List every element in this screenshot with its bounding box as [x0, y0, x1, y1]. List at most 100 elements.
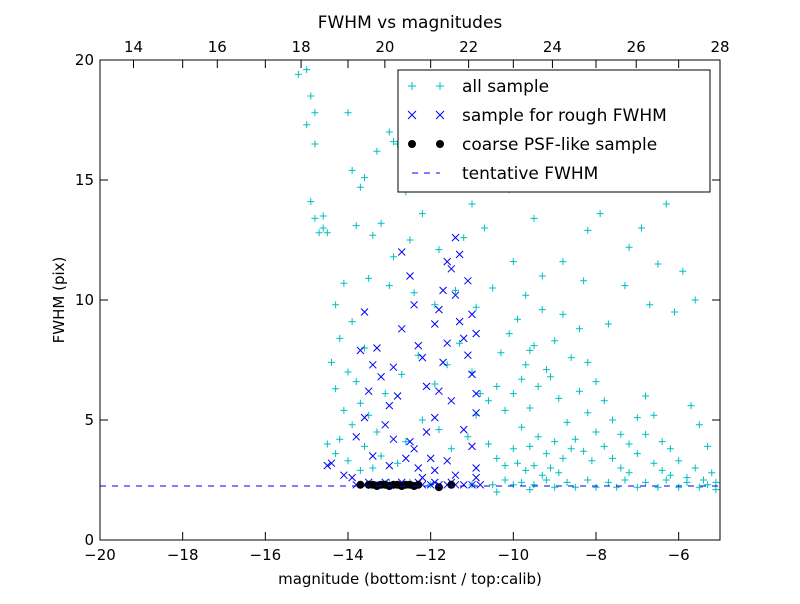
- all-sample-point: [489, 284, 497, 292]
- rough-fwhm-point: [381, 420, 390, 429]
- all-sample-point: [307, 198, 315, 206]
- all-sample-point: [633, 414, 641, 422]
- all-sample-point: [377, 219, 385, 227]
- all-sample-point: [501, 462, 509, 470]
- all-sample-point: [509, 445, 517, 453]
- all-sample-point: [394, 459, 402, 467]
- all-sample-point: [609, 454, 617, 462]
- all-sample-point: [596, 210, 604, 218]
- all-sample-point: [493, 382, 501, 390]
- rough-fwhm-point: [447, 264, 456, 273]
- all-sample-point: [332, 450, 340, 458]
- all-sample-point: [522, 291, 530, 299]
- y-tick-label: 5: [84, 411, 94, 429]
- all-sample-point: [683, 478, 691, 486]
- all-sample-point: [712, 486, 720, 494]
- all-sample-point: [584, 226, 592, 234]
- all-sample-point: [563, 418, 571, 426]
- all-sample-point: [530, 214, 538, 222]
- all-sample-point: [348, 318, 356, 326]
- legend-plus-swatch: [436, 82, 444, 90]
- all-sample-point: [542, 366, 550, 374]
- all-sample-point: [617, 430, 625, 438]
- rough-fwhm-point: [426, 480, 435, 489]
- legend-entry: tentative FWHM: [412, 164, 598, 184]
- all-sample-point: [319, 212, 327, 220]
- rough-fwhm-point: [397, 248, 406, 256]
- legend-label: sample for rough FWHM: [462, 106, 667, 126]
- legend-dot-swatch: [436, 140, 444, 148]
- all-sample-point: [625, 440, 633, 448]
- rough-fwhm-point: [468, 442, 476, 451]
- rough-fwhm-point: [435, 305, 443, 314]
- rough-fwhm-point: [340, 471, 348, 480]
- top-x-tick-label: 16: [208, 38, 227, 56]
- rough-fwhm-point: [385, 401, 394, 410]
- all-sample-point: [580, 447, 588, 455]
- all-sample-point: [377, 452, 385, 460]
- all-sample-point: [708, 469, 716, 477]
- all-sample-point: [518, 478, 526, 486]
- rough-fwhm-point: [393, 392, 402, 400]
- y-axis-label: FWHM (pix): [50, 257, 68, 344]
- all-sample-point: [518, 375, 526, 383]
- legend-label: tentative FWHM: [462, 164, 598, 184]
- all-sample-point: [609, 416, 617, 424]
- all-sample-point: [551, 438, 559, 446]
- all-sample-point: [460, 234, 468, 242]
- all-sample-point: [505, 330, 513, 338]
- all-sample-point: [336, 435, 344, 443]
- all-sample-point: [679, 267, 687, 275]
- all-sample-point: [344, 457, 352, 465]
- all-sample-point: [658, 438, 666, 446]
- all-sample-point: [642, 478, 650, 486]
- rough-fwhm-point: [443, 257, 452, 266]
- all-sample-point: [604, 320, 612, 328]
- legend-x-swatch: [435, 110, 445, 120]
- rough-fwhm-point: [455, 317, 464, 326]
- all-sample-point: [340, 406, 348, 414]
- all-sample-point: [526, 486, 534, 494]
- legend-label: coarse PSF-like sample: [462, 135, 657, 155]
- all-sample-point: [485, 397, 493, 405]
- all-sample-point: [526, 442, 534, 450]
- all-sample-point: [443, 361, 451, 369]
- x-tick-label: −8: [585, 546, 607, 564]
- all-sample-point: [361, 344, 369, 352]
- all-sample-point: [447, 445, 455, 453]
- all-sample-point: [650, 459, 658, 467]
- all-sample-point: [315, 229, 323, 237]
- all-sample-point: [389, 253, 397, 261]
- all-sample-point: [311, 109, 319, 117]
- all-sample-point: [654, 260, 662, 268]
- all-sample-point: [604, 478, 612, 486]
- all-sample-point: [584, 409, 592, 417]
- rough-fwhm-point: [472, 464, 480, 472]
- top-x-tick-label: 22: [459, 38, 478, 56]
- all-sample-point: [410, 289, 418, 297]
- legend: all sample sample for rough FWHM coarse PS…: [397, 69, 711, 193]
- rough-fwhm-point: [443, 456, 452, 465]
- all-sample-point: [642, 392, 650, 400]
- rough-fwhm-point: [389, 435, 398, 444]
- all-sample-point: [617, 464, 625, 472]
- all-sample-point: [356, 399, 364, 407]
- rough-fwhm-point: [430, 413, 439, 422]
- rough-fwhm-point: [468, 480, 476, 489]
- all-sample-point: [675, 457, 683, 465]
- all-sample-point: [646, 301, 654, 309]
- all-sample-point: [526, 346, 534, 354]
- all-sample-point: [348, 421, 356, 429]
- all-sample-point: [662, 476, 670, 484]
- all-sample-point: [559, 454, 567, 462]
- legend-x-swatch: [407, 110, 417, 120]
- top-x-tick-label: 20: [375, 38, 394, 56]
- all-sample-point: [472, 303, 480, 311]
- rough-fwhm-point: [373, 344, 381, 352]
- y-tick-label: 20: [75, 51, 94, 69]
- all-sample-point: [666, 471, 674, 479]
- rough-fwhm-point: [422, 428, 431, 436]
- rough-fwhm-point: [459, 480, 468, 489]
- all-sample-point: [431, 380, 439, 388]
- plot-frame: [99, 59, 721, 541]
